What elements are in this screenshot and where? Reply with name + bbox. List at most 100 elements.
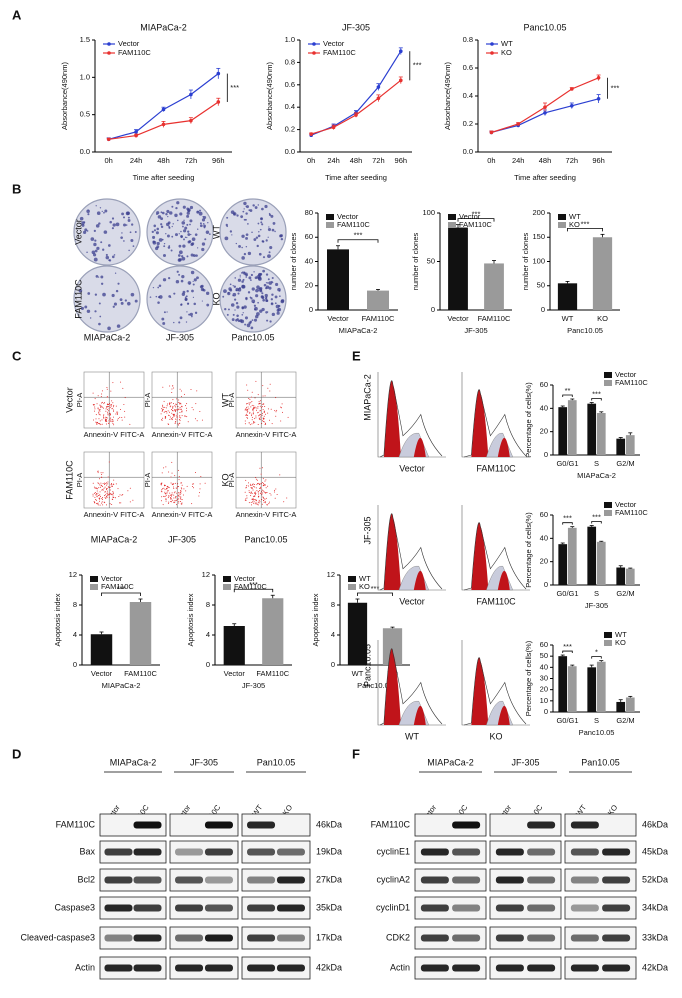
colony <box>256 244 259 248</box>
event <box>250 484 252 486</box>
event <box>102 401 104 403</box>
event <box>186 416 188 418</box>
event <box>179 406 181 408</box>
event <box>99 491 101 493</box>
event <box>100 484 102 486</box>
colony <box>189 205 194 210</box>
legend-label: FAM110C <box>615 378 648 387</box>
event <box>246 408 248 410</box>
x-axis-label: Panc10.05 <box>567 326 603 335</box>
event <box>178 479 180 481</box>
event <box>175 409 177 411</box>
colony <box>264 204 268 209</box>
event <box>94 492 96 494</box>
event <box>245 414 247 416</box>
event <box>164 493 166 495</box>
colony <box>81 223 85 227</box>
event <box>107 493 109 495</box>
event <box>171 483 173 485</box>
hist-outline <box>379 648 443 726</box>
event <box>166 405 168 407</box>
data-point <box>543 105 547 109</box>
event <box>97 408 99 410</box>
x-axis-label: JF-305 <box>242 681 265 690</box>
event <box>258 502 260 504</box>
colony <box>243 201 247 206</box>
event <box>261 483 263 485</box>
band <box>175 934 204 942</box>
colony <box>237 292 240 295</box>
colony-plate <box>146 198 214 266</box>
colony <box>268 212 271 215</box>
axis-label: Annexin-V FITC-A <box>236 510 297 519</box>
event <box>162 386 164 388</box>
g1-peak <box>383 648 401 725</box>
significance-bracket <box>101 592 141 596</box>
y-axis-label: Percentage of cells(%) <box>524 640 533 716</box>
band <box>420 848 449 856</box>
x-tick-label: G2/M <box>616 589 634 598</box>
event <box>279 474 281 476</box>
colony-plate <box>219 265 287 333</box>
event <box>101 497 103 499</box>
event <box>173 492 175 494</box>
significance-bracket <box>357 592 393 596</box>
colony <box>132 245 135 247</box>
colony <box>171 205 174 208</box>
colony <box>184 296 187 299</box>
protein-label: CDK2 <box>386 932 410 942</box>
event <box>259 501 261 503</box>
event <box>178 486 180 488</box>
colony <box>186 214 190 218</box>
x-tick-label: FAM110C <box>124 669 157 678</box>
colony <box>262 298 265 302</box>
event <box>97 470 99 472</box>
axis-label: Annexin-V FITC-A <box>152 430 213 439</box>
event <box>99 410 101 412</box>
colony <box>125 224 128 226</box>
band <box>495 934 524 942</box>
event <box>95 493 97 495</box>
colony <box>227 308 230 311</box>
event <box>266 504 268 506</box>
event <box>262 409 264 411</box>
colony <box>280 299 285 303</box>
event <box>263 498 265 500</box>
event <box>164 406 166 408</box>
significance-bracket <box>567 227 603 232</box>
event <box>261 414 263 416</box>
colony <box>184 236 187 239</box>
event <box>172 406 174 408</box>
event <box>92 495 94 497</box>
colony <box>201 218 206 222</box>
colony <box>114 272 117 274</box>
colony <box>160 225 164 229</box>
legend-swatch <box>558 214 566 220</box>
colony <box>234 277 237 279</box>
y-tick-label: 50 <box>540 651 548 660</box>
colony <box>169 211 173 215</box>
data-point <box>309 132 314 136</box>
band <box>104 934 133 942</box>
colony <box>245 297 248 301</box>
event <box>265 497 267 499</box>
event <box>124 410 126 412</box>
event <box>99 504 101 506</box>
row-label: Vector <box>64 387 74 413</box>
event <box>253 422 255 424</box>
event <box>251 419 253 421</box>
colony <box>257 234 261 238</box>
axis-label: PI-A <box>75 473 84 488</box>
colony <box>152 240 156 244</box>
axis-label: PI-A <box>143 473 152 488</box>
event <box>261 412 263 414</box>
event <box>111 484 113 486</box>
event <box>249 412 251 414</box>
event <box>112 419 114 421</box>
band <box>602 934 631 942</box>
x-tick-label: G2/M <box>616 459 634 468</box>
event <box>280 406 282 408</box>
condition-label: KO <box>489 731 502 741</box>
band <box>495 848 524 856</box>
